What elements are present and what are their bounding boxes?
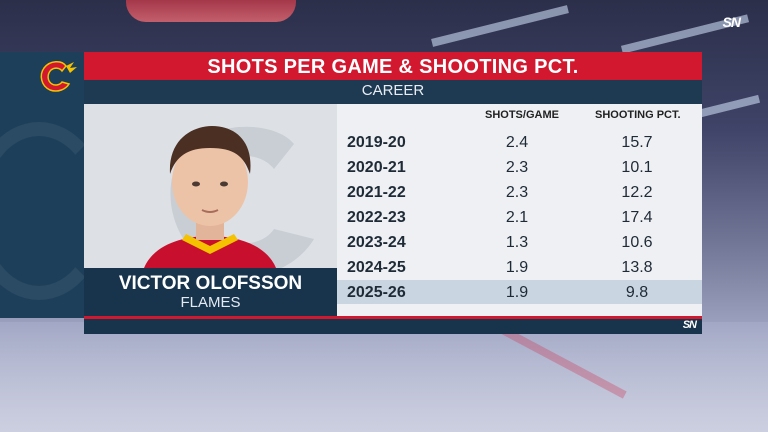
season-cell: 2024-25: [347, 259, 406, 276]
player-name-box: VICTOR OLOFSSON FLAMES: [84, 268, 337, 316]
bottom-accent-line: [84, 316, 702, 319]
table-row: 2019-20 2.4 15.7: [337, 130, 702, 154]
network-logo-footer: SN: [682, 319, 697, 331]
table-row: 2023-24 1.3 10.6: [337, 230, 702, 254]
player-name: VICTOR OLOFSSON: [118, 273, 303, 294]
shots-per-game-cell: 1.3: [505, 234, 529, 251]
stats-table: SHOTS/GAME SHOOTING PCT. 2019-20 2.4 15.…: [337, 104, 702, 316]
table-row: 2021-22 2.3 12.2: [337, 180, 702, 204]
shots-per-game-cell: 2.1: [505, 209, 529, 226]
footer-bar: SN: [84, 319, 702, 334]
shooting-pct-cell: 15.7: [621, 134, 653, 151]
arena-light: [431, 5, 569, 47]
shooting-pct-cell: 12.2: [621, 184, 653, 201]
network-logo-top: SN: [722, 14, 741, 30]
season-cell: 2020-21: [347, 159, 406, 176]
graphic-subtitle: CAREER: [361, 82, 425, 99]
season-cell: 2022-23: [347, 209, 406, 226]
table-row: 2024-25 1.9 13.8: [337, 255, 702, 279]
shots-per-game-cell: 2.3: [505, 184, 529, 201]
arena-scoreboard: [126, 0, 296, 22]
player-team: FLAMES: [180, 294, 241, 311]
team-strip: [0, 52, 108, 318]
player-headshot-icon: [144, 126, 276, 268]
subtitle-bar: CAREER: [84, 80, 702, 104]
player-photo: [84, 104, 337, 268]
shooting-pct-cell: 13.8: [621, 259, 653, 276]
table-row: 2020-21 2.3 10.1: [337, 155, 702, 179]
ice-surface: [0, 322, 768, 432]
graphic-title: SHOTS PER GAME & SHOOTING PCT.: [207, 56, 579, 78]
shooting-pct-cell: 10.6: [621, 234, 653, 251]
table-row: 2022-23 2.1 17.4: [337, 205, 702, 229]
table-row-highlighted: 2025-26 1.9 9.8: [337, 280, 702, 304]
shooting-pct-cell: 17.4: [621, 209, 653, 226]
shooting-pct-cell: 10.1: [621, 159, 653, 176]
arena-light: [699, 94, 761, 118]
header-shooting-pct: SHOOTING PCT.: [595, 109, 681, 121]
shots-per-game-cell: 2.3: [505, 159, 529, 176]
shots-per-game-cell: 1.9: [505, 284, 529, 301]
season-cell: 2021-22: [347, 184, 406, 201]
header-shots-per-game: SHOTS/GAME: [485, 109, 559, 121]
season-cell: 2023-24: [347, 234, 406, 251]
flaming-c-logo-icon: [40, 61, 77, 92]
season-cell: 2025-26: [347, 284, 406, 301]
season-cell: 2019-20: [347, 134, 406, 151]
shooting-pct-cell: 9.8: [625, 284, 649, 301]
shots-per-game-cell: 2.4: [505, 134, 529, 151]
shots-per-game-cell: 1.9: [505, 259, 529, 276]
